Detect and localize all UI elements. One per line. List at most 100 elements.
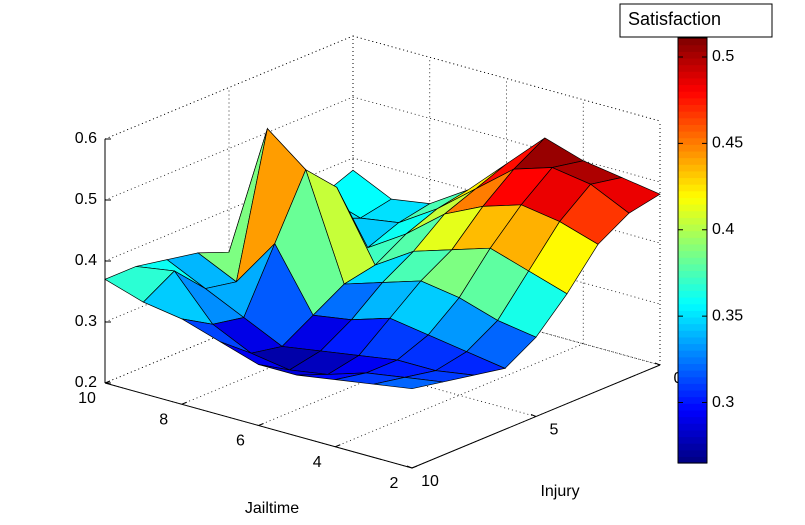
colorbar-cell [678, 57, 707, 66]
x-tick [104, 380, 111, 384]
colorbar-cell [678, 130, 707, 139]
colorbar-cell [678, 210, 707, 218]
x-tick-label: 4 [313, 454, 322, 471]
colorbar-cell [678, 389, 707, 398]
surface-face [373, 377, 444, 390]
grid-line [104, 279, 354, 384]
y-tick [530, 414, 537, 417]
grid-line [104, 96, 354, 201]
colorbar-cell [678, 436, 707, 444]
colorbar-cell [678, 84, 707, 92]
colorbar-cell [678, 456, 707, 464]
colorbar-cell [678, 104, 707, 112]
colorbar-cell [678, 310, 707, 318]
grid-line [335, 343, 584, 448]
y-tick [406, 465, 413, 469]
colorbar-tick-label: 0.5 [712, 48, 734, 65]
x-tick-label: 10 [78, 390, 96, 407]
colorbar-cell [678, 363, 707, 371]
grid-line [411, 364, 661, 469]
colorbar-cell [678, 343, 707, 351]
colorbar-cell [678, 64, 707, 72]
colorbar-cell [678, 223, 707, 232]
colorbar-cell [678, 157, 707, 165]
colorbar-cell [678, 396, 707, 404]
colorbar-cell [678, 38, 707, 46]
colorbar-frame [677, 37, 708, 464]
y-tick-label: 10 [421, 473, 439, 490]
colorbar-cell [678, 356, 707, 364]
y-tick-label: 5 [550, 422, 559, 439]
colorbar-cell [678, 137, 707, 145]
colorbar-cell [678, 150, 707, 159]
y-axis-label: Injury [540, 483, 579, 500]
colorbar-cell [678, 230, 707, 238]
colorbar-cell [678, 370, 707, 378]
colorbar-cell [678, 71, 707, 79]
colorbar-cell [678, 449, 707, 457]
colorbar-cell [678, 177, 707, 185]
colorbar-cell [678, 197, 707, 205]
grid-line [104, 35, 354, 140]
grid-line [104, 218, 354, 323]
colorbar-cell [678, 336, 707, 345]
colorbar-cell [678, 277, 707, 285]
colorbar-cell [678, 429, 707, 438]
colorbar-cell [678, 296, 707, 305]
colorbar-cell [678, 44, 707, 52]
colorbar-cell [678, 383, 707, 391]
colorbar-tick-label: 0.3 [712, 394, 734, 411]
x-axis-label: Jailtime [245, 500, 299, 517]
colorbar-cell [678, 144, 707, 152]
colorbar-cell [678, 51, 707, 59]
colorbar-cell [678, 243, 707, 252]
colorbar-cell [678, 111, 707, 119]
colorbar-cell [678, 217, 707, 225]
colorbar-cell [678, 184, 707, 192]
colorbar-cell [678, 330, 707, 338]
colorbar-title-box [619, 3, 773, 38]
colorbar-cell [678, 316, 707, 325]
colorbar-cell [678, 350, 707, 358]
colorbar-tick-label: 0.35 [712, 307, 743, 324]
z-tick-label: 0.4 [75, 252, 97, 269]
x-tick-label: 8 [159, 411, 168, 428]
x-tick [181, 401, 187, 405]
colorbar-cell [678, 263, 707, 272]
colorbar-cell [678, 257, 707, 265]
colorbar-cell [678, 190, 707, 198]
grid-line [181, 300, 430, 405]
x-tick [411, 465, 418, 469]
colorbar-cell [678, 77, 707, 86]
colorbar-cell [678, 97, 707, 106]
colorbar-cell [678, 124, 707, 132]
colorbar-cell [678, 204, 707, 212]
z-tick-label: 0.3 [75, 313, 97, 330]
colorbar-cell [678, 323, 707, 331]
colorbar-cell [678, 290, 707, 298]
colorbar-tick-label: 0.45 [712, 135, 743, 152]
colorbar-cell [678, 164, 707, 172]
colorbar-cell [678, 117, 707, 125]
colorbar-cell [678, 409, 707, 418]
z-tick-label: 0.6 [75, 130, 97, 147]
x-tick-label: 2 [390, 475, 399, 492]
z-tick-label: 0.5 [75, 191, 97, 208]
x-tick [258, 423, 264, 426]
colorbar-cell [678, 416, 707, 424]
colorbar-cell [678, 376, 707, 384]
colorbar-cell [678, 443, 707, 451]
z-tick-label: 0.2 [75, 374, 97, 391]
grid-line [258, 322, 507, 426]
colorbar-tick-label: 0.4 [712, 221, 734, 238]
colorbar-cell [678, 91, 707, 99]
colorbar-cell [678, 423, 707, 431]
colorbar-title: Satisfaction [628, 9, 721, 29]
colorbar-cell [678, 250, 707, 258]
colorbar-cell [678, 170, 707, 179]
y-tick [654, 362, 661, 366]
grid-line [104, 157, 354, 262]
colorbar-cell [678, 237, 707, 245]
x-tick [335, 444, 341, 448]
